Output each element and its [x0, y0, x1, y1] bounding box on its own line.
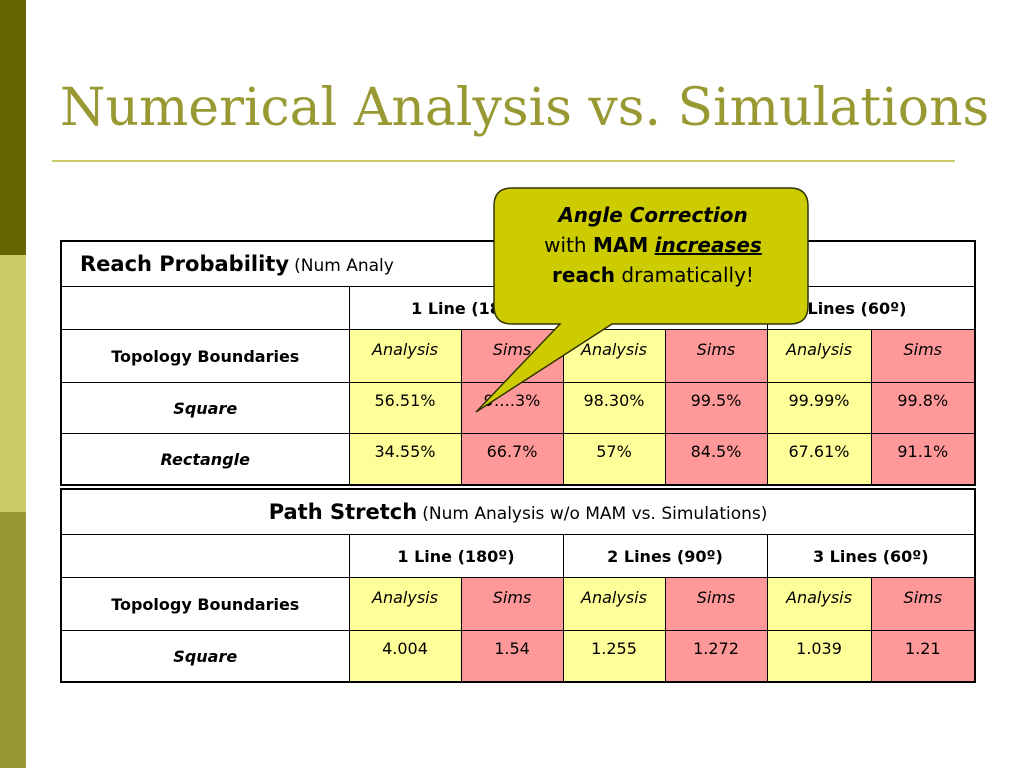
column-header: Sims	[664, 329, 768, 383]
table-cell: 99.99%	[766, 382, 872, 434]
group-header: Lines (60º)	[766, 286, 976, 330]
column-header: Sims	[870, 329, 976, 383]
column-header: Sims	[664, 577, 768, 631]
slide-title: Numerical Analysis vs. Simulations	[60, 78, 990, 138]
table-cell: 67.61%	[766, 433, 872, 486]
callout-dramatically: dramatically!	[621, 263, 754, 287]
table-cell: 57%	[562, 433, 666, 486]
corner-cell	[60, 534, 350, 578]
corner-cell	[60, 286, 350, 330]
callout-line1: Angle Correction	[558, 203, 748, 227]
caption-sub: (Num Analy	[294, 256, 394, 276]
table-cell: 99.8%	[870, 382, 976, 434]
group-header: 1 Line (180º)	[348, 534, 564, 578]
row-header-label: Topology Boundaries	[60, 329, 350, 383]
path-stretch-table: Path Stretch (Num Analysis w/o MAM vs. S…	[60, 488, 977, 683]
group-header: 1 Line (18	[348, 286, 564, 330]
title-underline	[52, 160, 955, 162]
column-header: Sims	[870, 577, 976, 631]
group-header	[562, 286, 768, 330]
row-label: Square	[60, 382, 350, 434]
table-row: Square 56.51% 9….3% 98.30% 99.5% 99.99% …	[60, 382, 976, 434]
side-bar-mid	[0, 255, 26, 512]
table-cell: 1.21	[870, 630, 976, 683]
side-bar-dark	[0, 0, 26, 255]
table-cell: 34.55%	[348, 433, 462, 486]
table-cell: 1.54	[460, 630, 564, 683]
column-header: Analysis	[562, 577, 666, 631]
group-header: 3 Lines (60º)	[766, 534, 976, 578]
column-header: Sims	[460, 577, 564, 631]
table-caption: Path Stretch (Num Analysis w/o MAM vs. S…	[60, 488, 976, 535]
row-header-label: Topology Boundaries	[60, 577, 350, 631]
group-header: 2 Lines (90º)	[562, 534, 768, 578]
row-label: Square	[60, 630, 350, 683]
table-cell: 1.272	[664, 630, 768, 683]
side-bar-light	[0, 512, 26, 768]
table-cell: 66.7%	[460, 433, 564, 486]
table-row: Rectangle 34.55% 66.7% 57% 84.5% 67.61% …	[60, 433, 976, 486]
table-cell: 91.1%	[870, 433, 976, 486]
callout-with: with	[544, 233, 587, 257]
row-label: Rectangle	[60, 433, 350, 486]
table-cell: 1.255	[562, 630, 666, 683]
callout-mam: MAM	[592, 233, 649, 257]
column-header: Analysis	[766, 577, 872, 631]
table-cell: 99.5%	[664, 382, 768, 434]
table-cell: 56.51%	[348, 382, 462, 434]
table-cell: 1.039	[766, 630, 872, 683]
callout-increases: increases	[654, 233, 762, 257]
caption-main: Reach Probability	[80, 252, 290, 276]
table-cell: 9….3%	[460, 382, 564, 434]
callout-reach: reach	[552, 263, 616, 287]
column-header: Analysis	[348, 329, 462, 383]
column-header: Analysis	[766, 329, 872, 383]
table-row: Square 4.004 1.54 1.255 1.272 1.039 1.21	[60, 630, 976, 683]
callout-text: Angle Correction with MAM increases reac…	[500, 200, 806, 290]
column-header: Sims	[460, 329, 564, 383]
caption-main: Path Stretch	[268, 500, 418, 524]
column-header: Analysis	[348, 577, 462, 631]
table-cell: 84.5%	[664, 433, 768, 486]
table-cell: 4.004	[348, 630, 462, 683]
column-header: Analysis	[562, 329, 666, 383]
table-cell: 98.30%	[562, 382, 666, 434]
caption-sub: (Num Analysis w/o MAM vs. Simulations)	[422, 504, 768, 524]
